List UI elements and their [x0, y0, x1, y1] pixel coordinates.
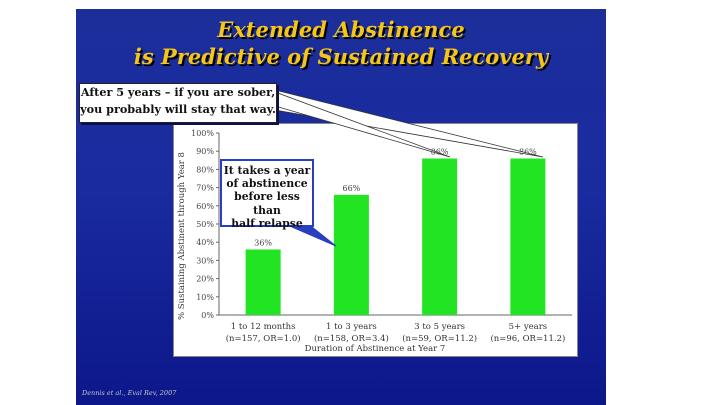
- x-axis-label: Duration of Abstinence at Year 7: [305, 344, 446, 354]
- x-category-sublabel: (n=157, OR=1.0): [226, 333, 301, 344]
- x-category-label: 3 to 5 years: [414, 322, 465, 332]
- callout-mid-line-4: half relapse: [231, 216, 303, 230]
- x-category-label: 5+ years: [509, 322, 548, 332]
- y-tick-label: 10%: [196, 293, 214, 302]
- x-category-sublabel: (n=96, OR=11.2): [490, 333, 565, 344]
- bar: [245, 249, 281, 315]
- bar-value-label: 36%: [254, 238, 272, 247]
- y-tick-label: 0%: [201, 311, 214, 320]
- title-line-2: is Predictive of Sustained Recovery: [133, 44, 549, 69]
- callout-top-line-2: you probably will stay that way.: [80, 102, 276, 116]
- x-category-label: 1 to 3 years: [326, 322, 377, 332]
- y-tick-label: 40%: [196, 238, 214, 247]
- y-tick-label: 80%: [196, 165, 214, 174]
- callout-arrow-second-bar: [291, 226, 337, 247]
- title-line-1: Extended Abstinence: [217, 17, 465, 42]
- bar: [333, 194, 369, 315]
- callout-five-years: After 5 years – if you are sober, you pr…: [79, 83, 277, 123]
- y-tick-label: 70%: [196, 184, 214, 193]
- x-category-sublabel: (n=59, OR=11.2): [402, 333, 477, 344]
- chart-area: 0% 10% 20% 30% 40% 50% 60% 70% 80% 90% 100% 36% 1 to…: [173, 123, 578, 357]
- y-tick-label: 100%: [191, 129, 214, 138]
- y-tick-label: 30%: [196, 256, 214, 265]
- bar-value-label: 86%: [519, 147, 537, 156]
- y-tick-label: 50%: [196, 220, 214, 229]
- x-category-label: 1 to 12 months: [231, 322, 296, 332]
- callout-arrow-second-right-bar: [274, 91, 451, 158]
- x-category-sublabel: (n=158, OR=3.4): [314, 333, 389, 344]
- y-axis-label: % Sustaining Abstinent through Year 8: [177, 152, 187, 320]
- citation-credit: Dennis et al., Eval Rev, 2007: [82, 389, 177, 397]
- y-tick-label: 20%: [196, 275, 214, 284]
- y-tick-label: 90%: [196, 147, 214, 156]
- slide-title: Extended Abstinence is Predictive of Sus…: [76, 16, 606, 70]
- bar: [422, 158, 458, 315]
- bar: [510, 158, 546, 315]
- bar-layer: [245, 158, 546, 315]
- callout-arrow-right-bar: [274, 89, 544, 158]
- callout-mid-line-2: of abstinence: [226, 177, 308, 191]
- label-layer: 0% 10% 20% 30% 40% 50% 60% 70% 80% 90% 100% 36% 1 to…: [191, 129, 565, 344]
- callout-mid-line-3: before less than: [234, 190, 300, 217]
- bar-chart: 0% 10% 20% 30% 40% 50% 60% 70% 80% 90% 100% 36% 1 to…: [177, 129, 572, 354]
- y-tick-label: 60%: [196, 202, 214, 211]
- callout-top-line-1: After 5 years – if you are sober,: [80, 85, 276, 99]
- callout-mid-line-1: It takes a year: [223, 164, 311, 177]
- bar-value-label: 66%: [342, 184, 360, 193]
- callout-one-year: It takes a year of abstinence before les…: [220, 159, 314, 230]
- bar-value-label: 86%: [431, 147, 449, 156]
